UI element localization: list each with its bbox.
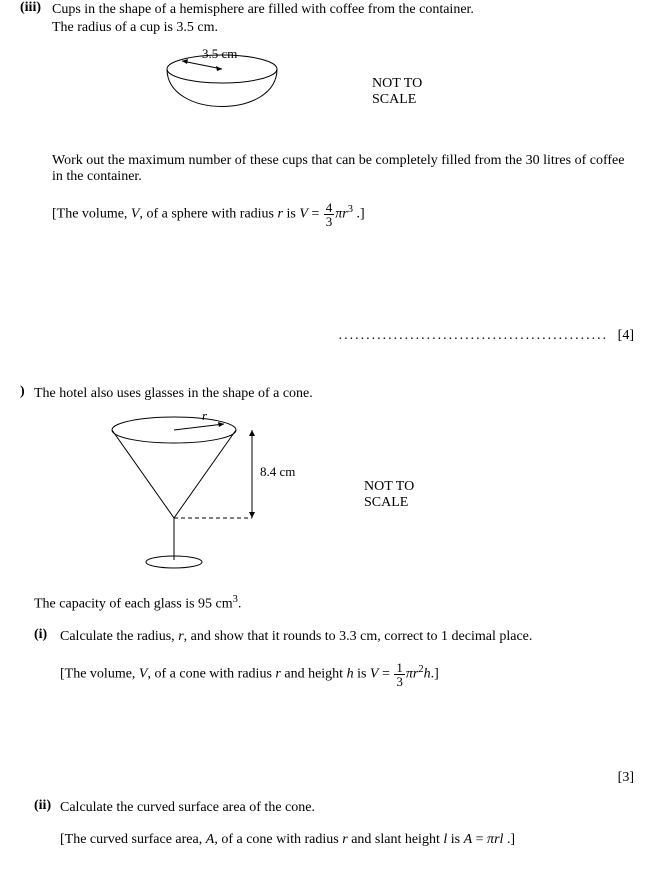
hemisphere-figure-row: 3.5 cm NOT TO SCALE xyxy=(52,44,634,139)
part-c-i-content: Calculate the radius, r, and show that i… xyxy=(60,627,634,786)
hemisphere-svg: 3.5 cm xyxy=(132,44,312,134)
part-c-i-formula: [The volume, V, of a cone with radius r … xyxy=(60,661,634,688)
cone-figure: r 8.4 cm xyxy=(84,410,334,580)
frac-den: 3 xyxy=(394,675,405,688)
f-txt: is xyxy=(354,666,370,681)
part-iii-task: Work out the maximum number of these cup… xyxy=(52,153,634,185)
fraction: 43 xyxy=(324,201,335,228)
f-V2: V xyxy=(299,207,308,222)
frac-num: 1 xyxy=(394,661,405,675)
answer-dots: ........................................… xyxy=(339,328,609,343)
f-txt: , of a cone with radius xyxy=(147,666,275,681)
cone-figure-row: r 8.4 cm NOT TO SCALE xyxy=(34,410,634,580)
hemisphere-radius-arrow xyxy=(182,61,222,69)
nts-line1: NOT TO xyxy=(372,76,422,92)
part-c-label: ) xyxy=(20,384,34,400)
part-iii: (iii) Cups in the shape of a hemisphere … xyxy=(20,0,634,344)
hemisphere-radius-label: 3.5 cm xyxy=(202,46,237,61)
f-txt: [The volume, xyxy=(60,666,139,681)
part-iii-label: (iii) xyxy=(20,0,52,16)
hemisphere-figure: 3.5 cm xyxy=(132,44,312,139)
f-txt: , of a cone with radius xyxy=(214,832,342,847)
part-iii-content: Cups in the shape of a hemisphere are fi… xyxy=(52,0,634,344)
nts-line2: SCALE xyxy=(372,92,422,108)
f-txt: and slant height xyxy=(348,832,444,847)
cone-svg: r 8.4 cm xyxy=(84,410,334,575)
cone-r-arrow xyxy=(174,424,224,430)
cone-h-arrow-top xyxy=(249,430,255,436)
part-c-ii-task: Calculate the curved surface area of the… xyxy=(60,800,634,816)
nts-line2: SCALE xyxy=(364,495,414,511)
part-iii-line1: Cups in the shape of a hemisphere are fi… xyxy=(52,2,634,18)
hemisphere-arrowhead-l xyxy=(182,59,188,64)
cap-txt: The capacity of each glass is 95 cm xyxy=(34,597,233,612)
hemisphere-bowl xyxy=(167,69,277,107)
frac-den: 3 xyxy=(324,215,335,228)
part-c-ii-label: (ii) xyxy=(34,798,60,814)
f-txt: [The curved surface area, xyxy=(60,832,206,847)
part-iii-marks: [4] xyxy=(618,328,634,343)
f-txt: is xyxy=(283,207,299,222)
f-txt: is xyxy=(447,832,463,847)
f-eq: = xyxy=(308,207,323,222)
f-txt: .] xyxy=(431,666,439,681)
t: , and show that it rounds to 3.3 cm, cor… xyxy=(184,629,533,644)
cone-r-arrowhead xyxy=(218,422,224,427)
page: (iii) Cups in the shape of a hemisphere … xyxy=(0,0,654,870)
part-c-i-label: (i) xyxy=(34,627,60,643)
cone-r-label: r xyxy=(202,410,208,423)
part-c-i-marks: [3] xyxy=(618,770,634,785)
f-pi: π xyxy=(487,832,494,847)
part-c: ) The hotel also uses glasses in the sha… xyxy=(20,384,634,850)
part-c-content: The hotel also uses glasses in the shape… xyxy=(34,384,634,850)
f-eq: = xyxy=(472,832,487,847)
f-txt: , of a sphere with radius xyxy=(139,207,277,222)
part-iii-line2: The radius of a cup is 3.5 cm. xyxy=(52,20,634,36)
part-c-i-task: Calculate the radius, r, and show that i… xyxy=(60,629,634,645)
t: Calculate the radius, xyxy=(60,629,178,644)
part-c-ii-content: Calculate the curved surface area of the… xyxy=(60,798,634,850)
cone-nts: NOT TO SCALE xyxy=(364,479,414,511)
part-c-i: (i) Calculate the radius, r, and show th… xyxy=(34,627,634,786)
f-eq: = xyxy=(378,666,393,681)
part-iii-formula: [The volume, V, of a sphere with radius … xyxy=(52,201,634,228)
f-txt: .] xyxy=(353,207,365,222)
f-pi: π xyxy=(406,666,413,681)
f-txt: and height xyxy=(281,666,347,681)
cone-h-arrow-bot xyxy=(249,512,255,518)
part-c-i-marks-row: [3] xyxy=(60,770,634,786)
f-h: h xyxy=(347,666,354,681)
cone-h-label: 8.4 cm xyxy=(260,464,295,479)
part-iii-answer: ........................................… xyxy=(52,328,634,344)
nts-line1: NOT TO xyxy=(364,479,414,495)
part-c-intro: The hotel also uses glasses in the shape… xyxy=(34,386,634,402)
hemisphere-nts: NOT TO SCALE xyxy=(372,76,422,108)
cap-end: . xyxy=(238,597,242,612)
f-h2: h xyxy=(424,666,431,681)
part-c-ii: (ii) Calculate the curved surface area o… xyxy=(34,798,634,850)
f-txt: [The volume, xyxy=(52,207,131,222)
fraction: 13 xyxy=(394,661,405,688)
frac-num: 4 xyxy=(324,201,335,215)
f-txt: .] xyxy=(503,832,515,847)
part-c-ii-formula: [The curved surface area, A , of a cone w… xyxy=(60,832,634,848)
f-A2: A xyxy=(464,832,473,847)
capacity-line: The capacity of each glass is 95 cm3. xyxy=(34,594,634,613)
